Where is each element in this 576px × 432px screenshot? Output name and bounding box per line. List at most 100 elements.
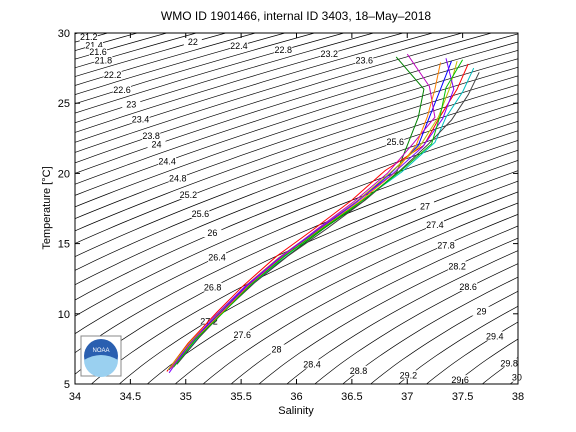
contours bbox=[75, 33, 518, 384]
contour-label: 21.8 bbox=[95, 55, 113, 65]
contour-label-bg bbox=[158, 156, 177, 166]
isopycnal bbox=[75, 33, 287, 95]
contour-label-bg bbox=[131, 114, 150, 124]
isopycnal bbox=[75, 33, 518, 174]
profile-line bbox=[171, 62, 441, 369]
x-axis-label: Salinity bbox=[278, 405, 314, 417]
contour-label-bg bbox=[103, 70, 122, 80]
contour-label: 21.4 bbox=[85, 41, 103, 51]
x-tick-label: 38 bbox=[512, 391, 524, 403]
contour-label-bg bbox=[507, 372, 526, 382]
chart-title: WMO ID 1901466, internal ID 3403, 18–May… bbox=[161, 9, 431, 23]
contour-label-bg bbox=[142, 131, 161, 141]
contour-label-bg bbox=[500, 358, 519, 368]
plot-area bbox=[75, 33, 518, 384]
isopycnal bbox=[398, 305, 518, 384]
contour-label-bg bbox=[191, 209, 210, 219]
contour-label-bg bbox=[122, 99, 141, 109]
contour-label-bg bbox=[451, 375, 470, 385]
contour-label: 30 bbox=[512, 373, 522, 383]
y-axis-label: Temperature [°C] bbox=[41, 166, 53, 249]
contour-label: 26.4 bbox=[208, 252, 226, 262]
contour-label: 29.4 bbox=[486, 331, 504, 341]
contour-label-bg bbox=[472, 306, 491, 316]
contour-label: 24.8 bbox=[169, 173, 187, 183]
x-tick-label: 34 bbox=[69, 391, 81, 403]
contour-label: 23.6 bbox=[356, 55, 374, 65]
x-tick-label: 36.5 bbox=[341, 391, 362, 403]
isopycnal bbox=[258, 237, 518, 384]
y-tick-label: 5 bbox=[64, 379, 70, 391]
contour-label: 21.2 bbox=[80, 32, 98, 42]
y-tick-label: 30 bbox=[58, 28, 70, 40]
isopycnal bbox=[202, 213, 518, 384]
y-tick-label: 20 bbox=[58, 168, 70, 180]
contour-label: 29 bbox=[476, 307, 486, 317]
contour-label: 29.6 bbox=[451, 375, 469, 385]
isopycnal bbox=[75, 93, 518, 257]
contour-label: 22.8 bbox=[274, 45, 292, 55]
contour-label: 23.2 bbox=[321, 49, 339, 59]
contour-label: 26 bbox=[207, 228, 217, 238]
contour-label-bg bbox=[207, 252, 226, 262]
contour-label-bg bbox=[94, 55, 113, 65]
contour-label: 28.2 bbox=[448, 261, 466, 271]
contour-label: 28.6 bbox=[459, 282, 477, 292]
contour-label-bg bbox=[267, 344, 286, 354]
contour-label-bg bbox=[425, 219, 444, 229]
x-tick-label: 35 bbox=[180, 391, 192, 403]
contour-label-bg bbox=[112, 84, 131, 94]
contour-label: 23.4 bbox=[132, 114, 150, 124]
isopycnal bbox=[75, 33, 375, 124]
isopycnal bbox=[75, 33, 434, 143]
y-tick-label: 10 bbox=[58, 309, 70, 321]
profiles bbox=[166, 53, 480, 374]
x-tick-label: 36 bbox=[290, 391, 302, 403]
contour-label: 27 bbox=[420, 201, 430, 211]
contour-label-bg bbox=[89, 46, 108, 56]
contour-label-bg bbox=[233, 330, 252, 340]
isopycnal bbox=[75, 33, 316, 105]
isopycnal bbox=[75, 33, 493, 164]
noaa-logo: NOAA bbox=[80, 335, 122, 377]
isopycnal bbox=[230, 225, 518, 384]
x-tick-label: 37.5 bbox=[452, 391, 473, 403]
y-tick-label: 15 bbox=[58, 239, 70, 251]
contour-label-bg bbox=[203, 282, 222, 292]
isopycnal bbox=[75, 66, 518, 220]
contour-label: 27.6 bbox=[233, 330, 251, 340]
contour-label-bg bbox=[168, 173, 187, 183]
contour-label: 22.4 bbox=[230, 41, 248, 51]
contour-label-bg bbox=[179, 190, 198, 200]
isopycnal bbox=[75, 33, 464, 153]
contour-label: 24.4 bbox=[158, 156, 176, 166]
isopycnal bbox=[342, 276, 518, 384]
contour-label-bg bbox=[349, 365, 368, 375]
contour-label: 23 bbox=[126, 100, 136, 110]
contour-label: 28.4 bbox=[303, 359, 321, 369]
y-tick-label: 25 bbox=[58, 98, 70, 110]
contour-label-bg bbox=[386, 136, 405, 146]
contour-label: 22 bbox=[188, 37, 198, 47]
isopycnal bbox=[75, 84, 518, 244]
isopycnal bbox=[75, 102, 518, 271]
contour-label-bg bbox=[147, 139, 166, 149]
isopycnal bbox=[75, 139, 518, 335]
contour-label-bg bbox=[448, 261, 467, 271]
contour-label: 26.8 bbox=[204, 283, 222, 293]
x-tick-label: 34.5 bbox=[120, 391, 141, 403]
isopycnal bbox=[75, 41, 518, 185]
contour-label-bg bbox=[85, 40, 104, 50]
contour-label: 22.6 bbox=[113, 85, 131, 95]
contour-label: 27.8 bbox=[437, 241, 455, 251]
contour-label-bg bbox=[415, 201, 434, 211]
contour-label: 28.8 bbox=[350, 366, 368, 376]
contour-label-bg bbox=[485, 331, 504, 341]
isopycnal bbox=[75, 111, 518, 286]
isopycnal bbox=[75, 75, 518, 232]
contour-label-bg bbox=[303, 359, 322, 369]
contour-label: 27.4 bbox=[426, 220, 444, 230]
contour-label: 25.6 bbox=[192, 209, 210, 219]
contour-label: 29.8 bbox=[500, 358, 518, 368]
